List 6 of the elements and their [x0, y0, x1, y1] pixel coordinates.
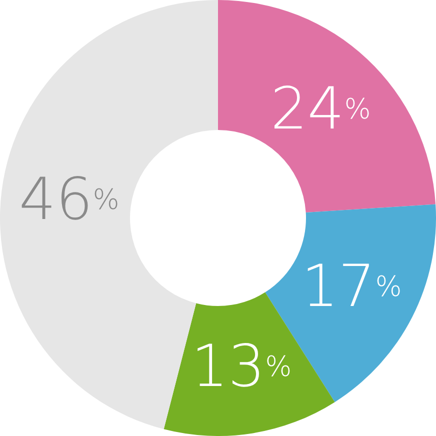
data-label: 24% — [270, 74, 371, 143]
donut-slice — [218, 0, 436, 212]
data-label: 17% — [301, 252, 402, 320]
data-label: 13% — [191, 332, 292, 400]
data-label: 46% — [18, 165, 120, 234]
donut-slice — [265, 204, 436, 402]
